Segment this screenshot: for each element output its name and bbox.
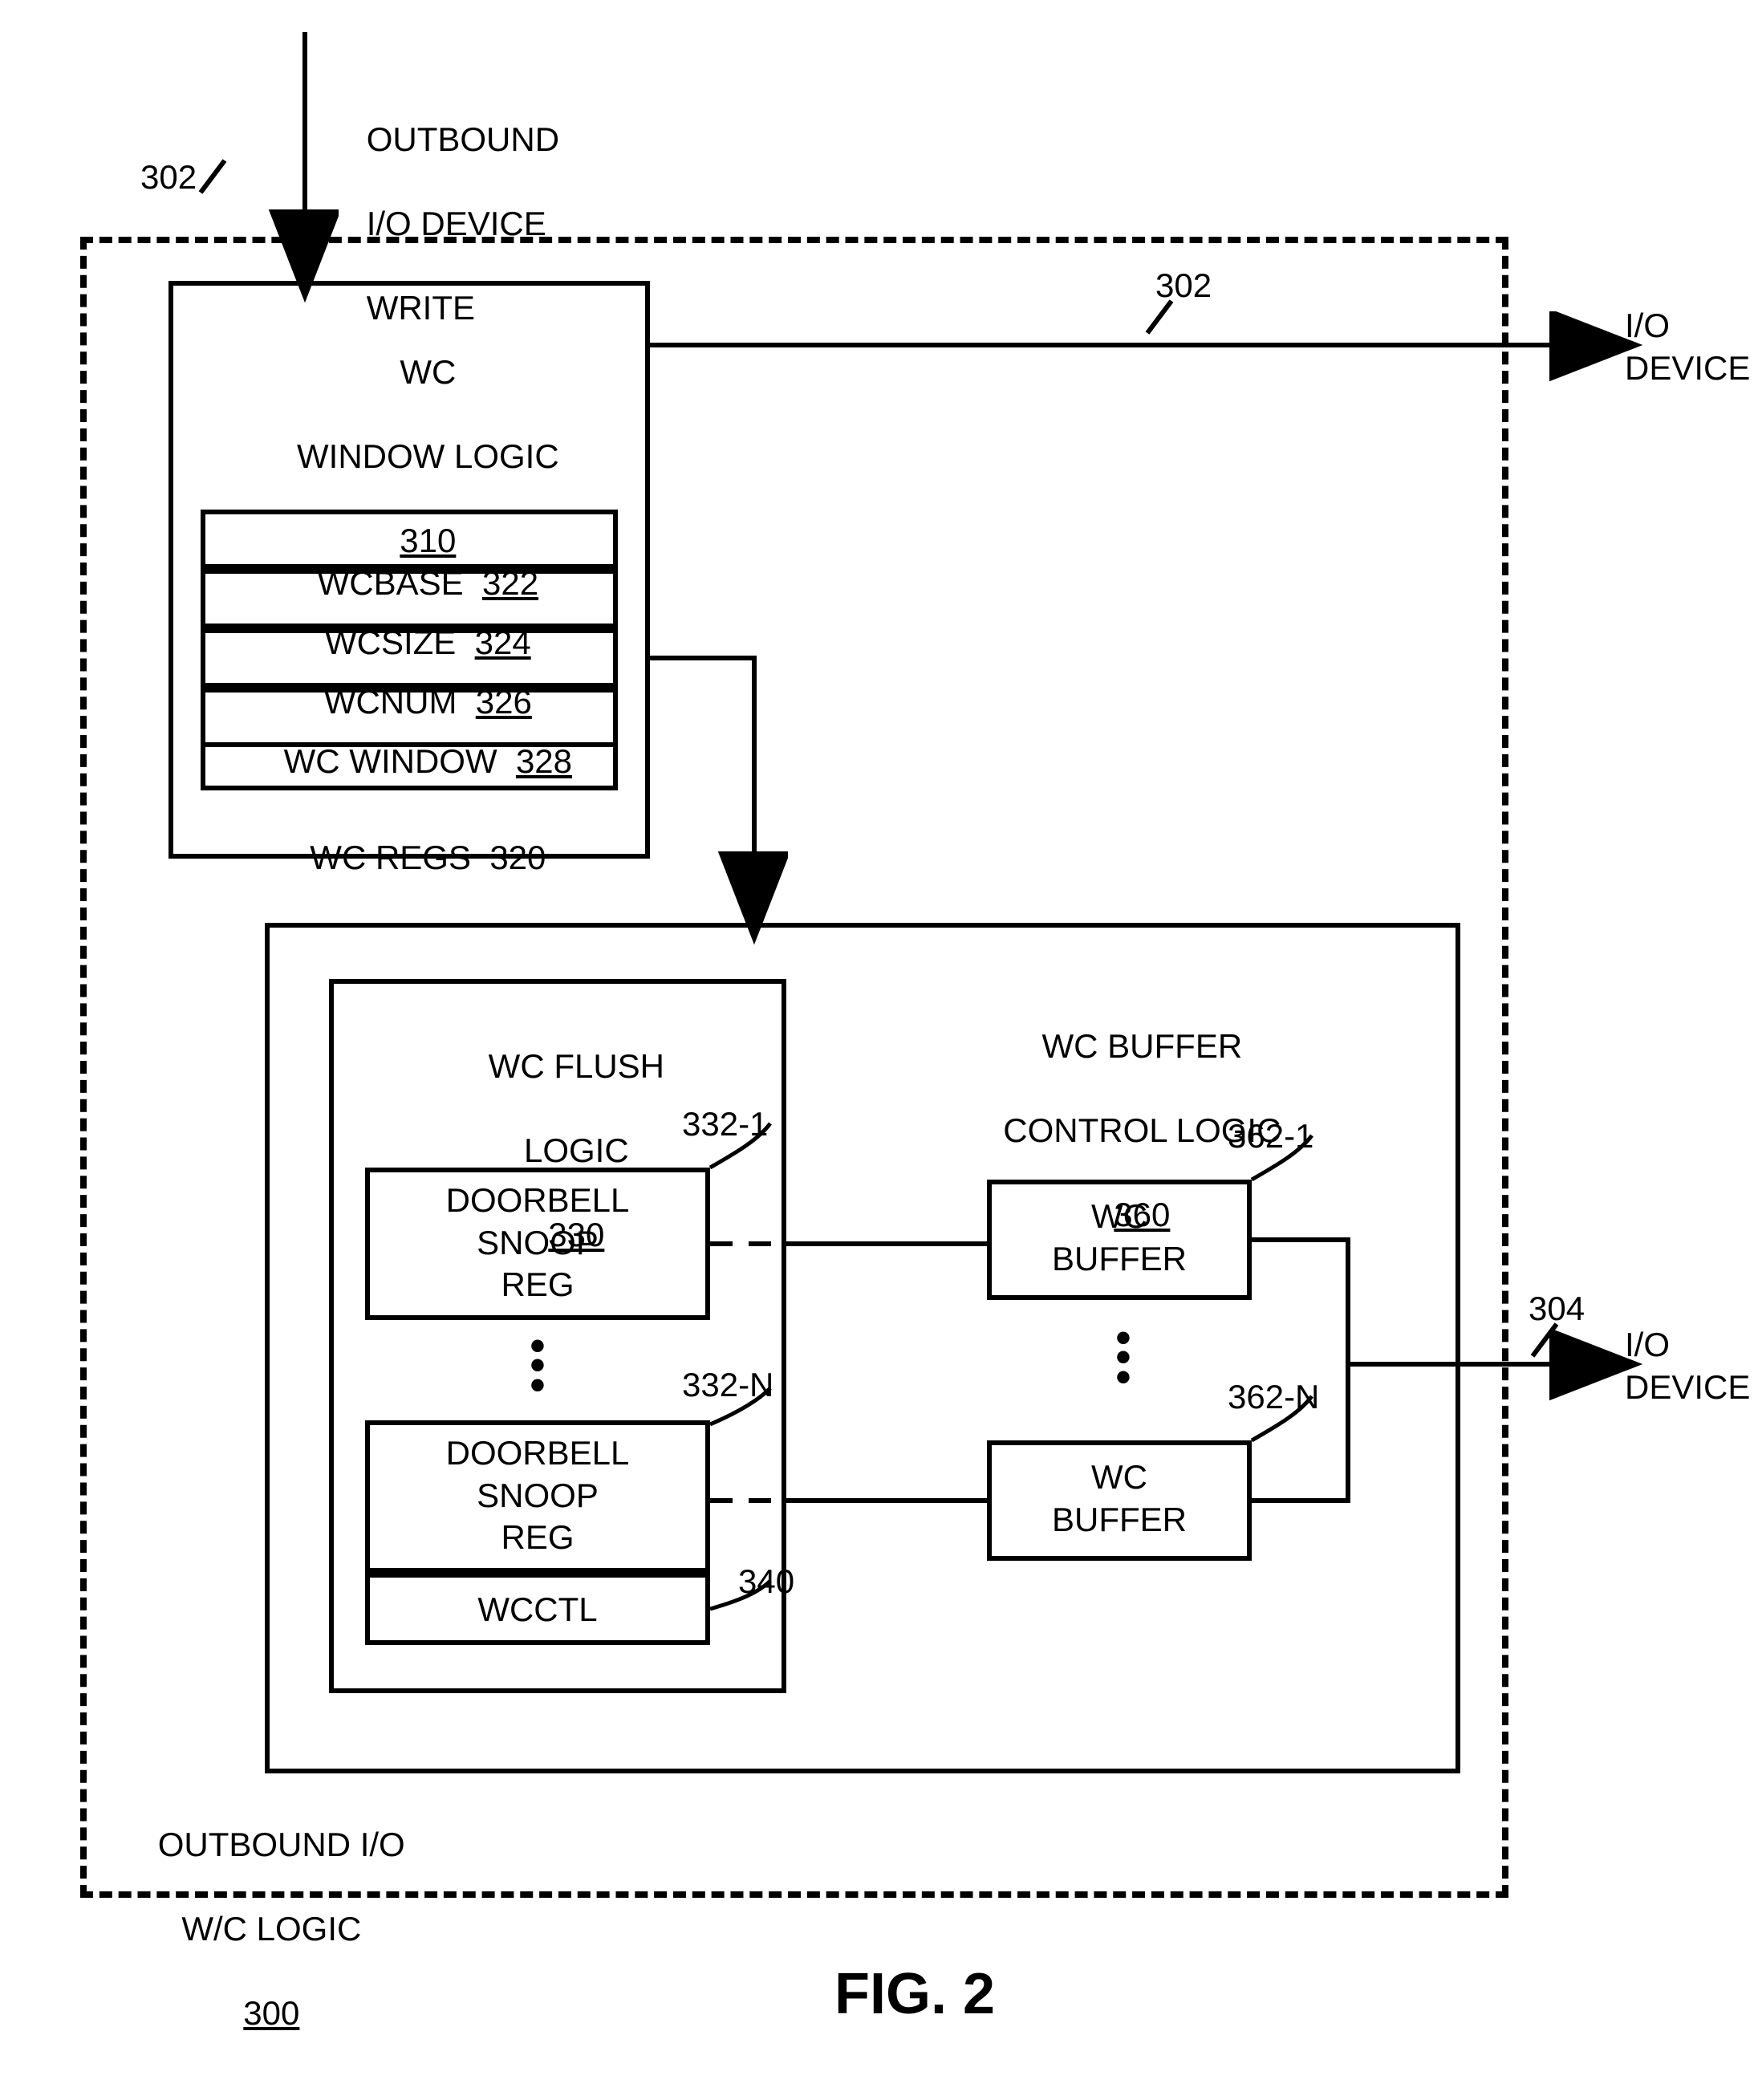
io-device-upper-ref: 302 bbox=[1155, 265, 1212, 307]
wc-buffer-top-ref: 362-1 bbox=[1228, 1115, 1313, 1158]
outbound-io-wc-logic-label: OUTBOUND I/O W/C LOGIC 300 bbox=[120, 1781, 385, 2077]
buffer-vdots: ••• bbox=[1099, 1328, 1147, 1387]
inbound-ref: 302 bbox=[140, 156, 197, 199]
wc-window-logic-line1: WC bbox=[400, 353, 456, 391]
wc-regs-title: WC REGS 320 bbox=[201, 794, 618, 921]
wc-window-logic-line2: WINDOW LOGIC bbox=[297, 437, 559, 475]
wc-flush-line1: WC FLUSH bbox=[489, 1047, 664, 1085]
wcwindow-ref: 328 bbox=[516, 742, 572, 780]
wc-regs-name: WC REGS bbox=[310, 839, 471, 876]
outer-line2: W/C LOGIC bbox=[181, 1910, 361, 1948]
outer-ref: 300 bbox=[243, 1994, 299, 2032]
wcctl-ref: 340 bbox=[738, 1561, 794, 1603]
wc-buffer-bot-ref: 362-N bbox=[1228, 1376, 1319, 1419]
doorbell-vdots: ••• bbox=[514, 1336, 562, 1395]
inbound-line2: I/O DEVICE bbox=[367, 205, 546, 242]
wc-regs-ref: 320 bbox=[489, 839, 546, 876]
figure-label: FIG. 2 bbox=[834, 1958, 995, 2030]
outer-line1: OUTBOUND I/O bbox=[158, 1826, 405, 1863]
wcwindow-name: WC WINDOW bbox=[284, 742, 497, 780]
wc-flush-line2: LOGIC bbox=[524, 1131, 629, 1169]
io-device-lower: I/O DEVICE bbox=[1625, 1324, 1750, 1408]
doorbell-bot-ref: 332-N bbox=[682, 1364, 773, 1407]
diagram-canvas: OUTBOUND I/O DEVICE WRITE 302 I/O DEVICE… bbox=[32, 32, 1726, 2068]
doorbell-bot-label: DOORBELL SNOOP REG bbox=[365, 1432, 710, 1559]
doorbell-top-ref: 332-1 bbox=[682, 1103, 768, 1146]
wc-buffer-top-label: WC BUFFER bbox=[987, 1196, 1252, 1280]
io-device-lower-ref: 304 bbox=[1529, 1288, 1585, 1330]
io-device-upper: I/O DEVICE bbox=[1625, 305, 1750, 389]
doorbell-top-label: DOORBELL SNOOP REG bbox=[365, 1180, 710, 1306]
wc-buffer-bot-label: WC BUFFER bbox=[987, 1456, 1252, 1541]
wcctl-label: WCCTL bbox=[365, 1589, 710, 1631]
wc-buffer-ctl-line1: WC BUFFER bbox=[1042, 1027, 1243, 1065]
inbound-line1: OUTBOUND bbox=[367, 120, 559, 158]
